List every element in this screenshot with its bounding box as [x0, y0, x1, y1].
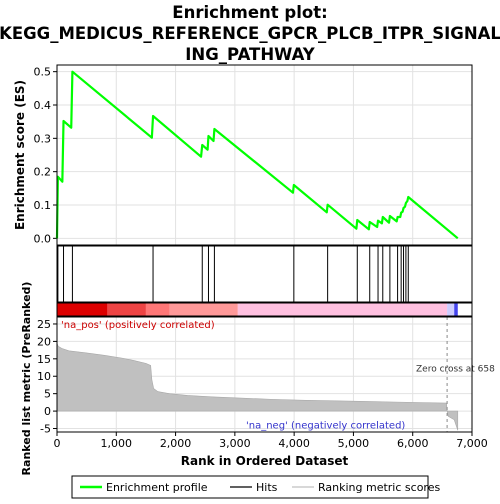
zero-cross-label: Zero cross at 658 [416, 365, 495, 375]
es-ytick-label: 0.3 [34, 132, 52, 145]
gradient-frame [56, 302, 473, 317]
legend-label: Ranking metric scores [318, 481, 440, 494]
gradient-segment [447, 303, 455, 316]
metric-frame [56, 316, 473, 433]
xtick-label: 2,000 [160, 437, 192, 450]
metric-ytick-label: 25 [37, 318, 51, 331]
es-ytick-label: 0.2 [34, 166, 52, 179]
xtick-label: 1,000 [101, 437, 133, 450]
es-frame [56, 64, 473, 246]
es-ytick-label: 0.1 [34, 199, 52, 212]
hits-panel [56, 245, 473, 303]
xtick-label: 7,000 [456, 437, 488, 450]
es-ytick-label: 0.5 [34, 66, 52, 79]
gradient-segment [145, 303, 170, 316]
title-line: Enrichment plot: [172, 3, 327, 22]
title-line: KEGG_MEDICUS_REFERENCE_GPCR_PLCB_ITPR_SI… [0, 24, 500, 43]
xtick-label: 0 [54, 437, 61, 450]
metric-ytick-label: 5 [44, 388, 51, 401]
title-line: ING_PATHWAY [185, 45, 316, 64]
rank-gradient-bar [56, 302, 473, 317]
metric-ytick-label: 15 [37, 353, 51, 366]
xtick-label: 6,000 [397, 437, 429, 450]
gradient-segment [169, 303, 238, 316]
es-ytick-label: 0.0 [34, 232, 52, 245]
legend-label: Enrichment profile [106, 481, 208, 494]
hits-frame [56, 245, 473, 303]
es-plot-area [57, 65, 472, 245]
gradient-segment [57, 303, 108, 316]
metric-ytick-label: -5 [40, 423, 51, 436]
enrichment-profile-line [55, 70, 459, 240]
metric-ytick-label: 20 [37, 335, 51, 348]
neg-label: 'na_neg' (negatively correlated) [246, 421, 405, 432]
es-panel: 0.0 0.1 0.2 0.3 0.4 0.5 Enrichment score (ES) [13, 64, 473, 246]
es-ytick-label: 0.4 [34, 99, 52, 112]
es-ylabel: Enrichment score (ES) [13, 80, 27, 230]
pos-label: 'na_pos' (positively correlated) [61, 320, 215, 331]
gradient-segment [454, 303, 458, 316]
chart-title: Enrichment plot: KEGG_MEDICUS_REFERENCE_G… [0, 3, 500, 64]
xtick-label: 5,000 [338, 437, 370, 450]
legend: Enrichment profile Hits Ranking metric sco… [71, 475, 440, 499]
ranking-metric-area [56, 343, 459, 431]
xtick-label: 4,000 [278, 437, 310, 450]
legend-label: Hits [256, 481, 278, 494]
xtick-label: 3,000 [219, 437, 251, 450]
metric-ytick-label: 0 [44, 405, 51, 418]
gradient-segment [237, 303, 448, 316]
metric-ylabel: Ranked list metric (PreRanked) [20, 282, 33, 476]
x-axis-label: Rank in Ordered Dataset [181, 454, 349, 468]
gradient-segment [107, 303, 146, 316]
metric-ytick-label: 10 [37, 370, 51, 383]
